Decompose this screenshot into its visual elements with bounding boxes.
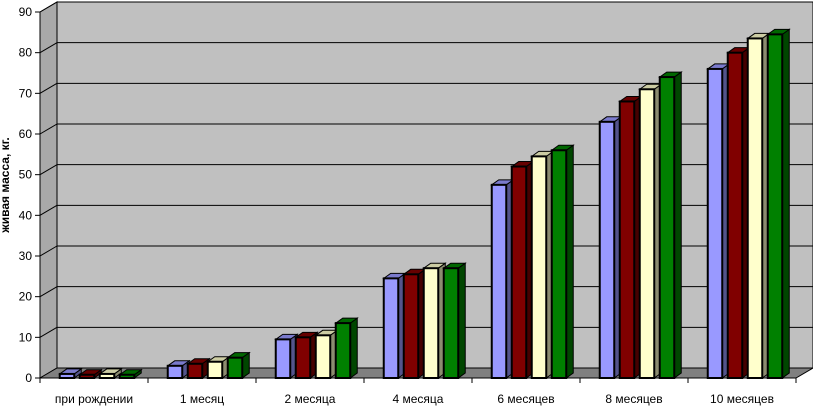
bar: [746, 32, 771, 380]
gridline-side: [39, 204, 58, 216]
bar: [226, 351, 251, 379]
gridline-side: [39, 326, 58, 338]
bar: [206, 355, 231, 380]
bar-front: [766, 33, 784, 379]
y-tick-labels: 0 10 20 30 40 50 60 70 80 90: [19, 5, 33, 385]
side-wall: [39, 1, 58, 379]
y-tick-label: 0: [25, 371, 32, 385]
x-tick-label: 10 месяцев: [710, 392, 774, 406]
bar-front: [314, 334, 332, 379]
gridline-side: [39, 164, 58, 176]
bar-front: [186, 362, 204, 379]
bar: [598, 115, 623, 380]
bar-front: [550, 149, 568, 379]
x-tick-label: при рождении: [55, 392, 133, 406]
bar: [706, 62, 731, 380]
x-tick-label: 8 месяцев: [605, 392, 662, 406]
bar-front: [382, 277, 400, 379]
bar: [658, 71, 683, 379]
bar: [442, 262, 467, 380]
x-tick-label: 4 месяца: [393, 392, 444, 406]
bar-front: [294, 336, 312, 380]
bar-front: [274, 338, 292, 380]
bar: [294, 331, 319, 380]
bar-front: [706, 67, 724, 380]
y-tick-label: 80: [19, 46, 33, 60]
bar: [618, 95, 643, 379]
x-tick-labels: при рождении 1 месяц 2 месяца 4 месяца 6 мес…: [55, 392, 774, 406]
bar-front: [334, 322, 352, 380]
y-tick-label: 90: [19, 5, 33, 19]
x-tick-label: 6 месяцев: [497, 392, 554, 406]
bar-front: [658, 76, 676, 379]
y-tick-label: 50: [19, 168, 33, 182]
bar-front: [58, 372, 76, 379]
bar-front: [726, 51, 744, 380]
bar-front: [442, 267, 460, 380]
bar: [550, 144, 575, 379]
bar-front: [598, 120, 616, 380]
bar: [334, 317, 359, 380]
bar-front: [490, 183, 508, 379]
grid-lines: [39, 1, 813, 338]
gridline-side: [39, 1, 58, 13]
bar-front: [510, 165, 528, 379]
y-tick-label: 60: [19, 127, 33, 141]
bar: [402, 268, 427, 379]
bar-front: [226, 356, 244, 379]
bar-front: [530, 155, 548, 379]
bar-side: [781, 28, 790, 379]
bar-front: [422, 267, 440, 380]
bar: [186, 357, 211, 379]
y-tick-label: 20: [19, 290, 33, 304]
bar-front: [618, 100, 636, 379]
axes: [35, 11, 797, 383]
gridline-side: [39, 123, 58, 135]
bar-side: [457, 262, 466, 379]
gridline-side: [39, 42, 58, 54]
bar-front: [206, 360, 224, 380]
y-tick-label: 70: [19, 86, 33, 100]
y-tick-label: 40: [19, 208, 33, 222]
bar-front: [638, 88, 656, 380]
bar: [510, 160, 535, 379]
gridline-side: [39, 82, 58, 94]
bar: [530, 150, 555, 379]
bar-side: [673, 71, 682, 379]
bar: [638, 83, 663, 380]
bar: [58, 367, 83, 379]
y-tick-label: 10: [19, 330, 33, 344]
bar: [274, 333, 299, 380]
bar-front: [746, 37, 764, 380]
bar: [314, 329, 339, 379]
bar: [98, 367, 123, 379]
bar-side: [565, 144, 574, 379]
bar: [422, 262, 447, 380]
bar-front: [166, 364, 184, 379]
x-tick-label: 2 месяца: [285, 392, 336, 406]
bar: [726, 46, 751, 380]
y-axis-label: живая масса, кг.: [0, 137, 12, 233]
bar: [382, 272, 407, 379]
y-tick-label: 30: [19, 249, 33, 263]
bar: [490, 178, 515, 379]
bar-front: [98, 372, 116, 379]
bar: [166, 359, 191, 379]
bars: [58, 28, 791, 380]
bar: [766, 28, 791, 379]
x-tick-label: 1 месяц: [180, 392, 224, 406]
gridline-side: [39, 286, 58, 298]
bar-side: [349, 317, 358, 379]
gridline-side: [39, 245, 58, 257]
bar-front: [402, 273, 420, 379]
